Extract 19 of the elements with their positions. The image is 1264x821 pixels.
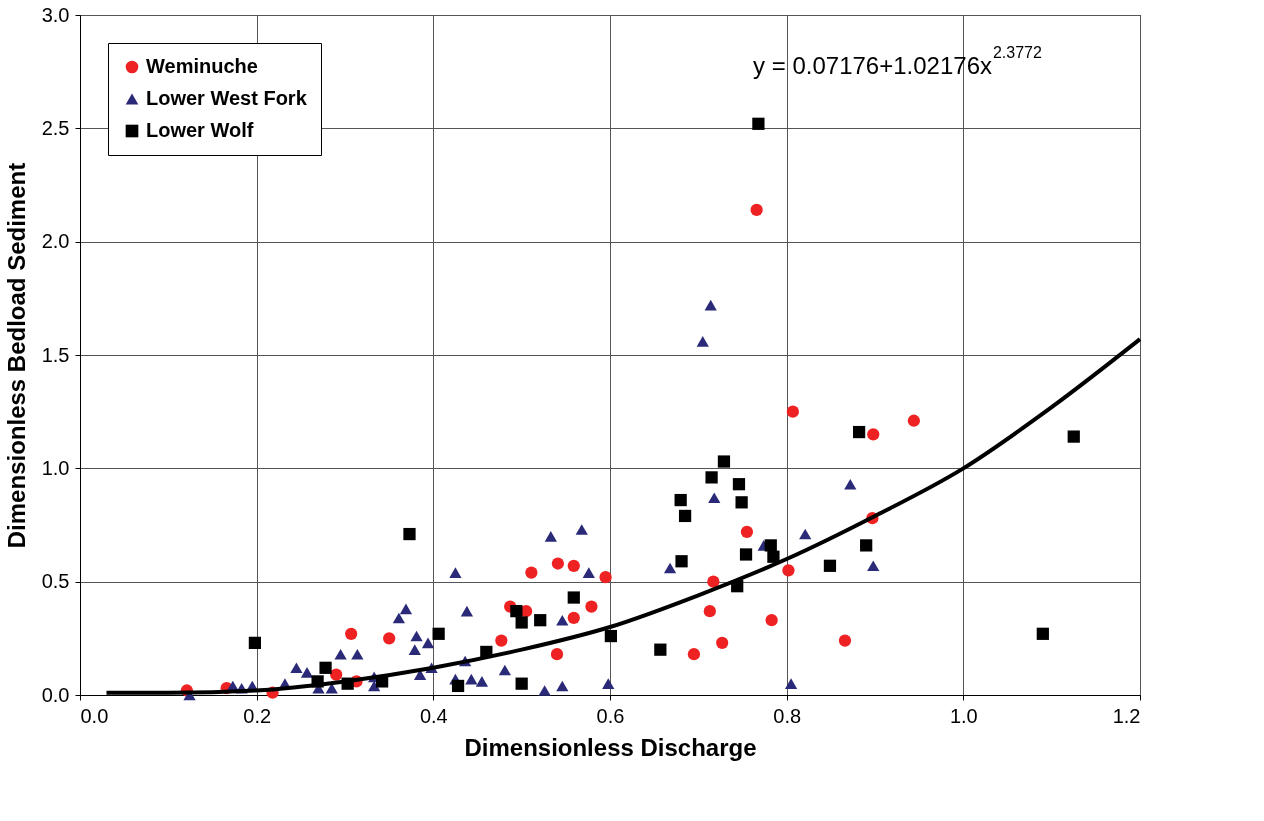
x-tick-label: 0.4	[419, 704, 448, 727]
y-axis-title: Dimensionless Bedload Sediment	[2, 162, 30, 549]
x-tick-label: 0.8	[773, 704, 802, 727]
legend-label: Lower Wolf	[146, 119, 254, 141]
x-tick-label: 0.6	[596, 704, 625, 727]
y-tick-label: 2.0	[41, 230, 70, 253]
y-tick-label: 1.5	[41, 343, 70, 366]
x-tick-label: 0.2	[243, 704, 272, 727]
y-tick-label: 1.0	[41, 456, 70, 479]
y-tick-label: 2.5	[41, 116, 70, 139]
y-tick-label: 0.0	[41, 683, 70, 706]
legend-label: Lower West Fork	[146, 87, 308, 109]
x-axis-title: Dimensionless Discharge	[464, 733, 757, 761]
y-tick-label: 0.5	[41, 570, 70, 593]
y-tick-label: 3.0	[41, 3, 70, 26]
x-tick-label: 1.0	[949, 704, 978, 727]
x-tick-label: 0.0	[80, 704, 109, 727]
legend-label: Weminuche	[146, 55, 258, 77]
x-tick-label: 1.2	[1112, 704, 1141, 727]
